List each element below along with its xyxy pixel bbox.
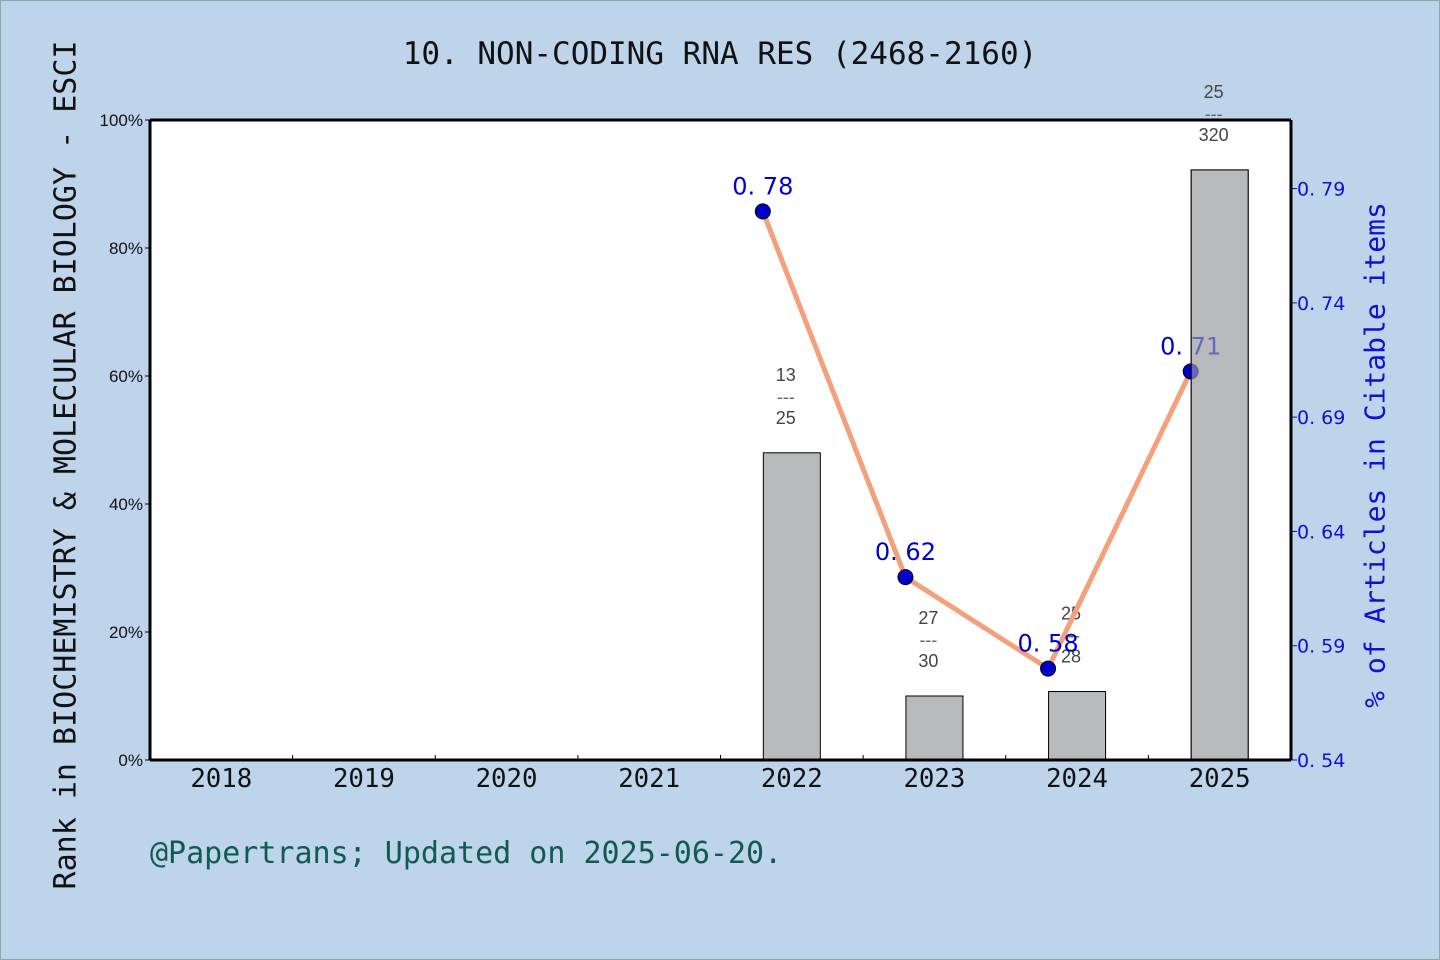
line-value-label: 0. 78 xyxy=(732,172,793,200)
bar-label-total: 28 xyxy=(1061,647,1081,667)
bar-2024 xyxy=(1048,691,1107,761)
line-marker-2022 xyxy=(754,203,771,220)
bar-label-total: 320 xyxy=(1199,125,1229,145)
bar-label-rank: 27 xyxy=(918,608,938,628)
line-value-label: 0. 58 xyxy=(1018,630,1079,658)
bar-2022 xyxy=(762,452,821,761)
x-tick-label: 2021 xyxy=(618,764,680,794)
y-right-tick-label: 0. 59 xyxy=(1297,636,1345,658)
bar-label-total: 25 xyxy=(776,408,796,428)
chart-title: 10. NON-CODING RNA RES (2468-2160) xyxy=(402,36,1038,72)
y-left-tick-label: 80% xyxy=(109,239,143,258)
y-right-tick-label: 0. 69 xyxy=(1297,407,1345,429)
bar-2025-overlay xyxy=(1190,169,1249,761)
x-tick-label: 2022 xyxy=(761,764,823,794)
x-tick-label: 2019 xyxy=(333,764,395,794)
bar-label-total: 30 xyxy=(918,651,938,671)
line-marker-2023 xyxy=(897,569,914,586)
y-right-tick-label: 0. 74 xyxy=(1297,293,1345,315)
y-left-tick-label: 0% xyxy=(118,751,143,770)
bar-2023 xyxy=(905,695,964,761)
x-tick-label: 2018 xyxy=(190,764,252,794)
x-tick-label: 2024 xyxy=(1046,764,1108,794)
y-left-tick-label: 40% xyxy=(109,495,143,514)
y-right-tick-label: 0. 64 xyxy=(1297,521,1345,543)
x-tick-label: 2025 xyxy=(1189,764,1251,794)
y-left-tick-label: 60% xyxy=(109,367,143,386)
footer-credit: @Papertrans; Updated on 2025-06-20. xyxy=(150,836,783,871)
x-tick-label: 2020 xyxy=(476,764,538,794)
x-tick-label: 2023 xyxy=(903,764,965,794)
bar-label-rank: 13 xyxy=(776,365,796,385)
y-left-tick-label: 20% xyxy=(109,623,143,642)
plot-area xyxy=(150,120,1291,760)
y-right-tick-label: 0. 54 xyxy=(1297,750,1345,772)
y-left-tick-label: 100% xyxy=(100,111,143,130)
y-right-tick-label: 0. 79 xyxy=(1297,179,1345,201)
bar-label-divider: --- xyxy=(919,630,937,650)
line-value-label: 0. 62 xyxy=(875,538,936,566)
citable-line xyxy=(760,210,1193,672)
bar-label-rank: 25 xyxy=(1204,82,1224,102)
bar-label-divider: --- xyxy=(777,387,795,407)
line-marker-2024 xyxy=(1040,660,1057,677)
